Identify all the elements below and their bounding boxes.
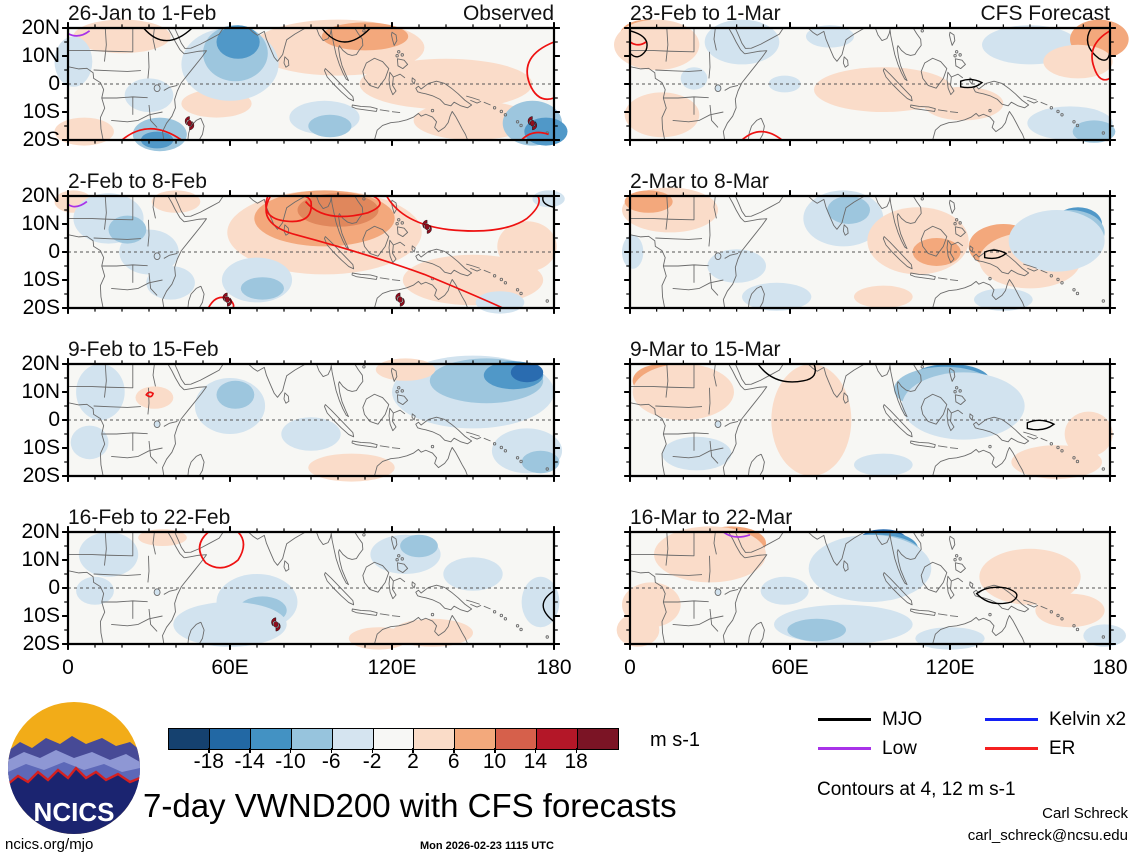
panel-title-0-2: 9-Feb to 15-Feb [68, 338, 219, 361]
lat-axis-label-0-3: 10S [22, 100, 60, 123]
panel-title-1-1: 2-Mar to 8-Mar [630, 170, 769, 193]
colorbar-segment-1 [209, 729, 251, 749]
contours-note: Contours at 4, 12 m s-1 [817, 779, 1016, 800]
colorbar-segment-8 [496, 729, 538, 749]
colorbar-label-3: -6 [321, 750, 341, 773]
lat-axis-label-0-0: 20N [21, 16, 60, 39]
colorbar-tick-7 [494, 748, 496, 753]
map-panel-1-1 [622, 187, 1110, 308]
lat-axis-label-0-1: 10N [21, 44, 60, 67]
panel-title-1-3: 16-Mar to 22-Mar [630, 506, 793, 529]
colorbar-segment-7 [455, 729, 497, 749]
colorbar-label-1: -14 [234, 750, 265, 773]
colorbar-units: m s-1 [650, 729, 700, 751]
lat-axis-label-3-0: 20N [21, 520, 60, 543]
lat-axis-label-0-2: 0 [48, 72, 60, 95]
column-header-1: CFS Forecast [980, 2, 1110, 25]
colorbar-tick-1 [249, 748, 251, 753]
map-panel-0-2 [68, 355, 563, 476]
lat-axis-label-2-0: 20N [21, 352, 60, 375]
lat-axis-label-1-4: 20S [22, 296, 60, 319]
lat-axis-label-3-1: 10N [21, 548, 60, 571]
lat-axis-label-3-2: 0 [48, 576, 60, 599]
legend-label-mjo: MJO [882, 709, 923, 730]
colorbar-tick-0 [208, 748, 210, 753]
lon-axis-label-0-3: 180 [536, 656, 572, 679]
lat-axis-label-2-3: 10S [22, 436, 60, 459]
panel-title-1-0: 23-Feb to 1-Mar [630, 2, 781, 25]
colorbar-label-5: 2 [407, 750, 419, 773]
lat-axis-label-0-4: 20S [22, 128, 60, 151]
lon-axis-label-1-3: 180 [1092, 656, 1128, 679]
legend-label-low: Low [882, 738, 917, 759]
lat-axis-label-1-0: 20N [21, 184, 60, 207]
colorbar [168, 728, 619, 750]
lat-axis-label-3-3: 10S [22, 604, 60, 627]
legend-line-mjo [818, 718, 871, 721]
colorbar-segment-4 [332, 729, 374, 749]
lon-axis-label-0-2: 120E [367, 656, 417, 679]
map-panel-1-3 [616, 532, 1126, 644]
legend-line-kelvin [985, 718, 1038, 721]
lon-axis-label-1-1: 60E [771, 656, 809, 679]
colorbar-label-8: 14 [523, 750, 548, 773]
map-panel-0-3 [68, 532, 554, 644]
map-panel-1-0 [614, 19, 1129, 140]
colorbar-tick-8 [534, 748, 537, 753]
colorbar-segment-5 [373, 729, 415, 749]
logo-text: NCICS [34, 797, 115, 827]
lon-axis-label-0-0: 0 [62, 656, 74, 679]
panel-title-0-0: 26-Jan to 1-Feb [68, 2, 217, 25]
lat-axis-label-2-1: 10N [21, 380, 60, 403]
colorbar-tick-2 [289, 748, 292, 753]
lon-axis-label-1-0: 0 [624, 656, 636, 679]
map-panel-0-1 [54, 196, 565, 308]
colorbar-tick-6 [453, 748, 455, 753]
colorbar-label-9: 18 [564, 750, 588, 773]
colorbar-segment-0 [169, 729, 210, 749]
colorbar-tick-4 [371, 748, 374, 753]
colorbar-tick-5 [412, 748, 414, 753]
lat-axis-label-3-4: 20S [22, 632, 60, 655]
legend-line-low [818, 747, 871, 750]
ncics-logo: NCICS [5, 697, 143, 839]
credit-email[interactable]: carl_schreck@ncsu.edu [967, 827, 1128, 844]
site-link[interactable]: ncics.org/mjo [5, 836, 94, 853]
lat-axis-label-2-2: 0 [48, 408, 60, 431]
main-title: 7-day VWND200 with CFS forecasts [143, 787, 677, 824]
map-panel-0-0 [54, 19, 568, 152]
lat-axis-label-2-4: 20S [22, 464, 60, 487]
colorbar-label-2: -10 [275, 750, 306, 773]
colorbar-label-0: -18 [193, 750, 224, 773]
lat-axis-label-1-1: 10N [21, 212, 60, 235]
credit-name: Carl Schreck [1042, 805, 1128, 822]
legend-line-er [985, 747, 1038, 750]
panel-title-1-2: 9-Mar to 15-Mar [630, 338, 781, 361]
colorbar-segment-3 [291, 729, 333, 749]
colorbar-label-4: -2 [362, 750, 382, 773]
lat-axis-label-1-3: 10S [22, 268, 60, 291]
map-panel-1-2 [630, 364, 1110, 476]
column-header-0: Observed [462, 2, 554, 25]
colorbar-tick-3 [330, 748, 333, 753]
panel-title-0-3: 16-Feb to 22-Feb [68, 506, 231, 529]
legend-label-kelvin: Kelvin x2 [1049, 709, 1127, 730]
lon-axis-label-1-2: 120E [925, 656, 975, 679]
colorbar-segment-6 [414, 729, 456, 749]
lat-axis-label-1-2: 0 [48, 240, 60, 263]
colorbar-segment-10 [578, 729, 618, 749]
legend-label-er: ER [1049, 738, 1076, 759]
colorbar-segment-9 [537, 729, 579, 749]
timestamp: Mon 2026-02-23 1115 UTC [420, 840, 554, 852]
lon-axis-label-0-1: 60E [211, 656, 249, 679]
panel-title-0-1: 2-Feb to 8-Feb [68, 170, 207, 193]
colorbar-segment-2 [250, 729, 292, 749]
colorbar-label-6: 6 [447, 750, 460, 773]
colorbar-label-7: 10 [482, 750, 507, 773]
colorbar-tick-9 [575, 748, 578, 753]
